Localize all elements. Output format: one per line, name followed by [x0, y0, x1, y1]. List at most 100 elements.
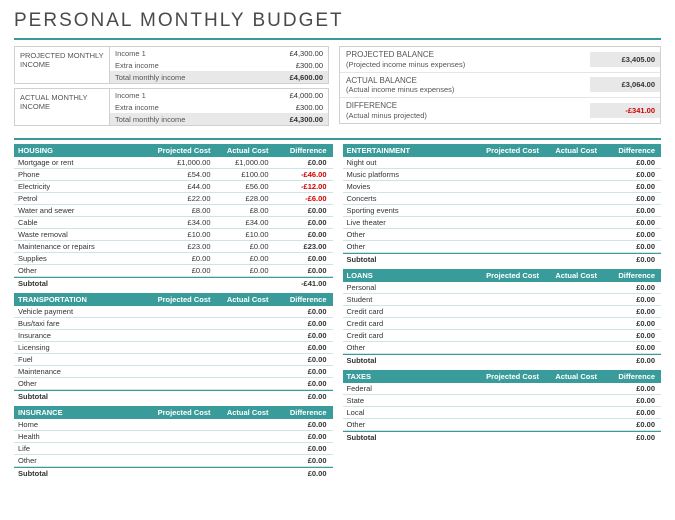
balance-title: DIFFERENCE — [346, 101, 397, 110]
income-label: Income 1 — [115, 91, 263, 100]
col-header-difference: Difference — [599, 146, 657, 155]
section-name: TRANSPORTATION — [18, 295, 155, 304]
budget-row: Live theater £0.00 — [343, 217, 662, 229]
projected-cost — [483, 408, 541, 417]
income-row: Extra income£300.00 — [110, 59, 328, 71]
subtotal-label: Subtotal — [347, 255, 484, 264]
subtotal-label: Subtotal — [347, 356, 484, 365]
projected-cost — [483, 331, 541, 340]
difference: £0.00 — [599, 408, 657, 417]
item-name: Movies — [347, 182, 484, 191]
item-name: Water and sewer — [18, 206, 155, 215]
budget-row: Bus/taxi fare £0.00 — [14, 318, 333, 330]
projected-cost — [483, 170, 541, 179]
balance-subtitle: (Projected income minus expenses) — [346, 60, 465, 69]
title-divider — [14, 38, 661, 40]
budget-row: Water and sewer £8.00 £8.00 £0.00 — [14, 205, 333, 217]
item-name: Other — [18, 456, 155, 465]
budget-section: INSURANCE Projected Cost Actual Cost Dif… — [14, 406, 333, 479]
budget-row: Student £0.00 — [343, 294, 662, 306]
income-box-label: PROJECTED MONTHLY INCOME — [15, 47, 110, 83]
difference: £0.00 — [599, 170, 657, 179]
item-name: Concerts — [347, 194, 484, 203]
section-name: INSURANCE — [18, 408, 155, 417]
col-header-actual: Actual Cost — [541, 372, 599, 381]
projected-cost — [155, 319, 213, 328]
projected-cost — [483, 295, 541, 304]
budget-row: Federal £0.00 — [343, 383, 662, 395]
col-header-difference: Difference — [599, 372, 657, 381]
item-name: Home — [18, 420, 155, 429]
budget-row: Maintenance or repairs £23.00 £0.00 £23.… — [14, 241, 333, 253]
section-header: HOUSING Projected Cost Actual Cost Diffe… — [14, 144, 333, 157]
actual-cost: £8.00 — [213, 206, 271, 215]
actual-income-box: ACTUAL MONTHLY INCOME Income 1£4,000.00E… — [14, 88, 329, 126]
difference: £0.00 — [271, 206, 329, 215]
balance-title: ACTUAL BALANCE — [346, 76, 417, 85]
balance-value: -£341.00 — [590, 103, 660, 118]
budget-row: Credit card £0.00 — [343, 330, 662, 342]
col-header-actual: Actual Cost — [213, 408, 271, 417]
section-header: LOANS Projected Cost Actual Cost Differe… — [343, 269, 662, 282]
subtotal-value: £0.00 — [599, 433, 657, 442]
budget-row: Other £0.00 — [14, 455, 333, 467]
difference: £0.00 — [271, 218, 329, 227]
section-header: ENTERTAINMENT Projected Cost Actual Cost… — [343, 144, 662, 157]
actual-cost: £0.00 — [213, 242, 271, 251]
section-name: TAXES — [347, 372, 484, 381]
difference: -£12.00 — [271, 182, 329, 191]
actual-cost — [213, 331, 271, 340]
actual-cost — [541, 420, 599, 429]
income-value: £4,000.00 — [263, 91, 323, 100]
item-name: Personal — [347, 283, 484, 292]
budget-row: Other £0.00 — [343, 342, 662, 354]
budget-row: Music platforms £0.00 — [343, 169, 662, 181]
item-name: Mortgage or rent — [18, 158, 155, 167]
item-name: Other — [18, 266, 155, 275]
difference: £0.00 — [271, 355, 329, 364]
subtotal-row: Subtotal £0.00 — [343, 431, 662, 443]
subtotal-row: Subtotal -£41.00 — [14, 277, 333, 289]
projected-cost — [483, 242, 541, 251]
difference: £0.00 — [271, 343, 329, 352]
difference: £0.00 — [271, 158, 329, 167]
col-header-projected: Projected Cost — [155, 295, 213, 304]
col-header-actual: Actual Cost — [213, 146, 271, 155]
budget-row: Phone £54.00 £100.00 -£46.00 — [14, 169, 333, 181]
actual-cost — [541, 182, 599, 191]
budget-row: Home £0.00 — [14, 419, 333, 431]
col-header-difference: Difference — [271, 295, 329, 304]
difference: £0.00 — [271, 420, 329, 429]
difference: £0.00 — [599, 295, 657, 304]
projected-cost — [483, 396, 541, 405]
item-name: Credit card — [347, 319, 484, 328]
difference: -£46.00 — [271, 170, 329, 179]
difference: £0.00 — [599, 206, 657, 215]
balance-value: £3,064.00 — [590, 77, 660, 92]
difference: £0.00 — [271, 230, 329, 239]
actual-cost — [541, 396, 599, 405]
difference: £0.00 — [271, 456, 329, 465]
item-name: Supplies — [18, 254, 155, 263]
item-name: Electricity — [18, 182, 155, 191]
projected-cost: £22.00 — [155, 194, 213, 203]
projected-cost — [483, 218, 541, 227]
projected-cost: £0.00 — [155, 254, 213, 263]
budget-row: Life £0.00 — [14, 443, 333, 455]
budget-row: Mortgage or rent £1,000.00 £1,000.00 £0.… — [14, 157, 333, 169]
difference: £0.00 — [599, 194, 657, 203]
actual-cost: £10.00 — [213, 230, 271, 239]
projected-cost — [483, 307, 541, 316]
actual-cost — [541, 283, 599, 292]
actual-cost: £34.00 — [213, 218, 271, 227]
actual-cost — [213, 432, 271, 441]
item-name: Vehicle payment — [18, 307, 155, 316]
budget-row: Maintenance £0.00 — [14, 366, 333, 378]
item-name: Federal — [347, 384, 484, 393]
section-name: HOUSING — [18, 146, 155, 155]
subtotal-label: Subtotal — [347, 433, 484, 442]
budget-row: Supplies £0.00 £0.00 £0.00 — [14, 253, 333, 265]
projected-cost: £0.00 — [155, 266, 213, 275]
projected-cost — [483, 194, 541, 203]
actual-cost: £1,000.00 — [213, 158, 271, 167]
